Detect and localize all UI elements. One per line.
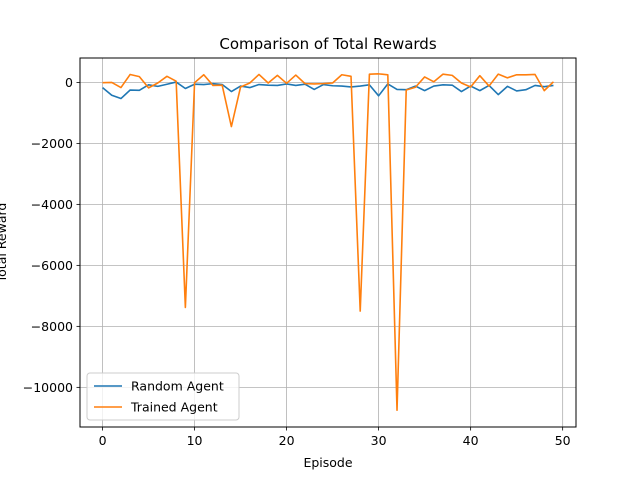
y-tick-label: −4000 bbox=[31, 197, 73, 212]
series-line-random-agent bbox=[102, 81, 554, 100]
y-axis-label: Total Reward bbox=[0, 203, 9, 284]
y-tick-label: −10000 bbox=[23, 380, 73, 395]
x-tick-label: 20 bbox=[279, 433, 295, 448]
axis-ticks: 0 10 20 30 40 50 −10000 −8000 −6000 −4000 −2000 0 bbox=[23, 75, 571, 448]
chart-title: Comparison of Total Rewards bbox=[219, 35, 436, 53]
legend-box bbox=[86, 372, 240, 421]
y-tick-label: −2000 bbox=[31, 136, 73, 151]
plot-frame bbox=[79, 57, 577, 428]
y-tick-label: 0 bbox=[65, 75, 73, 90]
x-tick-label: 10 bbox=[187, 433, 203, 448]
x-axis-label: Episode bbox=[303, 455, 352, 470]
x-tick-label: 50 bbox=[555, 433, 571, 448]
y-tick-label: −8000 bbox=[31, 319, 73, 334]
series-layer bbox=[102, 73, 555, 412]
x-tick-label: 0 bbox=[99, 433, 107, 448]
y-tick-label: −6000 bbox=[31, 258, 73, 273]
x-tick-label: 40 bbox=[463, 433, 479, 448]
x-tick-label: 30 bbox=[371, 433, 387, 448]
grid-lines bbox=[80, 58, 576, 427]
legend-label: Random Agent bbox=[131, 379, 224, 394]
legend-label: Trained Agent bbox=[130, 400, 218, 415]
legend: Random Agent Trained Agent bbox=[86, 372, 240, 421]
series-line-trained-agent bbox=[102, 73, 555, 412]
